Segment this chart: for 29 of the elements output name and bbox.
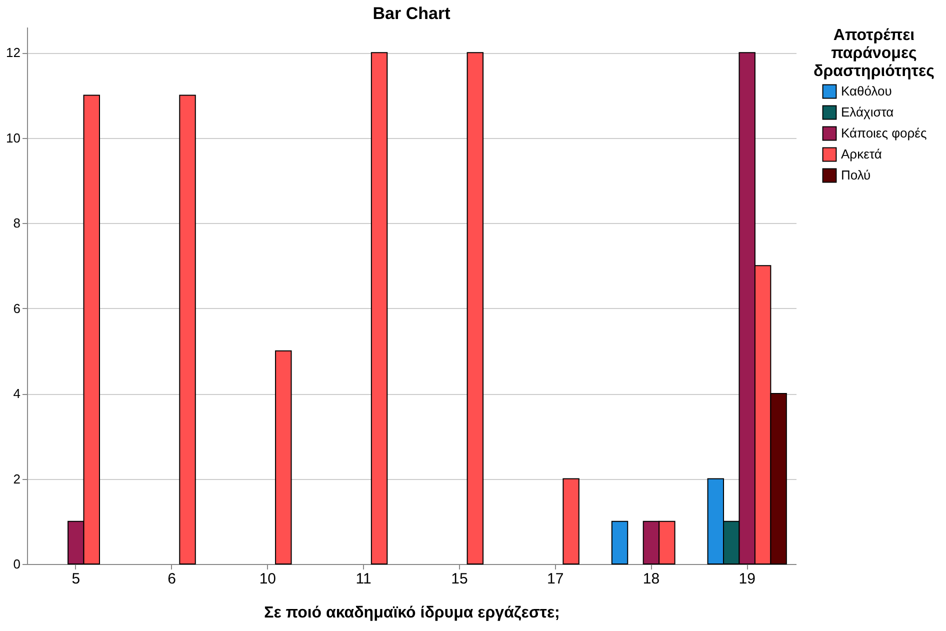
x-tick-label: 17 — [546, 570, 564, 588]
x-tick-label: 6 — [168, 570, 176, 588]
bar — [466, 52, 484, 564]
legend-label: Κάποιες φορές — [841, 126, 927, 140]
x-tick-label: 18 — [642, 570, 660, 588]
x-tick-label: 19 — [738, 570, 756, 588]
y-tick-label: 10 — [6, 130, 20, 146]
x-axis-title: Σε ποιό ακαδημαϊκό ίδρυμα εργάζεστε; — [264, 604, 560, 622]
y-tick-label: 2 — [13, 471, 20, 486]
x-tick-label: 5 — [72, 570, 80, 588]
chart-title: Bar Chart — [372, 4, 451, 23]
bar — [611, 520, 628, 564]
y-tick-label: 12 — [6, 45, 20, 60]
bar — [370, 52, 388, 564]
y-tick-label: 0 — [13, 556, 20, 572]
bar — [179, 94, 196, 564]
x-tick-label: 11 — [356, 570, 372, 588]
legend-label: Πολύ — [841, 168, 871, 182]
legend-label: Αρκετά — [841, 146, 882, 162]
bar — [562, 478, 580, 564]
legend-label: Ελάχιστα — [841, 104, 894, 120]
y-tick-label: 8 — [13, 216, 20, 231]
legend-label: Καθόλου — [841, 84, 892, 98]
y-tick-label: 4 — [13, 386, 20, 402]
bar — [275, 350, 292, 564]
legend-title: Αποτρέπει παράνομες δραστηριότητες — [814, 27, 934, 80]
y-tick-label: 6 — [13, 300, 20, 316]
x-tick-label: 15 — [451, 570, 468, 588]
x-tick-label: 10 — [259, 570, 276, 588]
